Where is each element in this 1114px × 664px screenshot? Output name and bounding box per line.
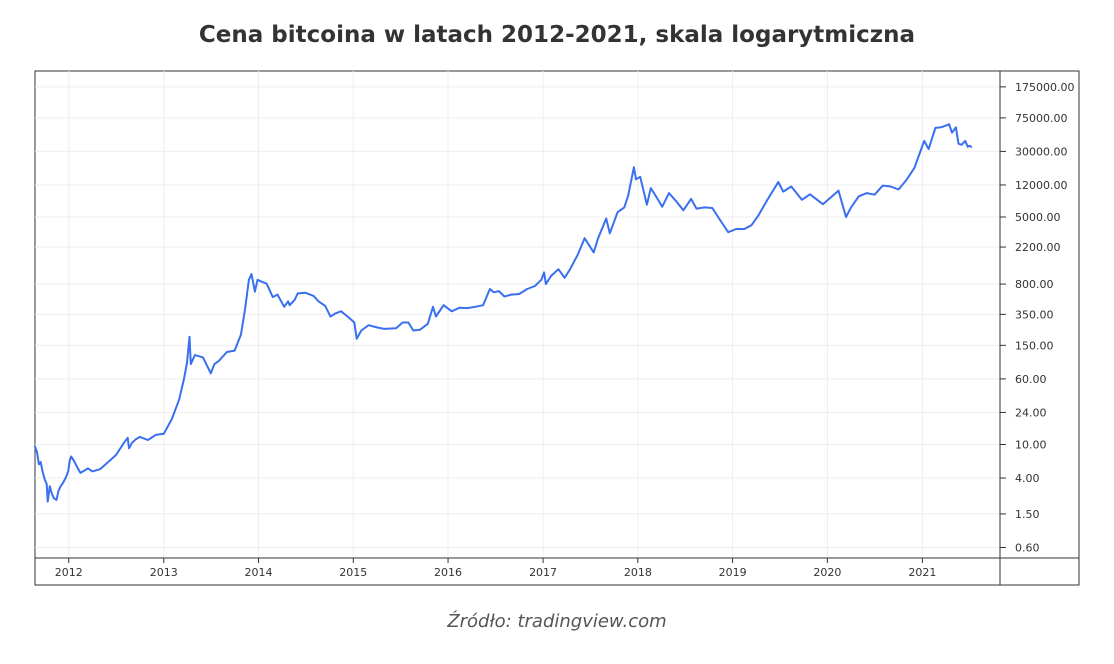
y-tick-label: 350.00 — [1015, 308, 1054, 321]
x-tick-label: 2018 — [624, 566, 652, 579]
y-tick-label: 1.50 — [1015, 508, 1040, 521]
y-tick-label: 75000.00 — [1015, 112, 1068, 125]
y-tick-label: 60.00 — [1015, 373, 1047, 386]
y-tick-label: 24.00 — [1015, 406, 1047, 419]
y-tick-label: 5000.00 — [1015, 211, 1061, 224]
y-tick-label: 800.00 — [1015, 278, 1054, 291]
chart-title: Cena bitcoina w latach 2012-2021, skala … — [198, 22, 916, 48]
tick-labels: 175000.00 75000.00 30000.00 12000.00 5000.00… — [55, 81, 1075, 579]
y-tick-label: 10.00 — [1015, 438, 1047, 451]
y-tick-label: 0.60 — [1015, 541, 1040, 554]
x-tick-label: 2013 — [150, 566, 178, 579]
x-tick-label: 2016 — [434, 566, 462, 579]
plot-frame — [34, 70, 1080, 586]
series-layer — [34, 123, 973, 503]
y-tick-label: 30000.00 — [1015, 145, 1068, 158]
chart-source: Źródło: tradingview.com — [447, 611, 667, 632]
y-tick-label: 4.00 — [1015, 472, 1040, 485]
x-tick-label: 2020 — [813, 566, 841, 579]
x-tick-label: 2019 — [719, 566, 747, 579]
y-tick-label: 12000.00 — [1015, 179, 1068, 192]
grid — [35, 71, 1000, 558]
x-tick-label: 2012 — [55, 566, 83, 579]
y-tick-label: 150.00 — [1015, 339, 1054, 352]
price-line-series-0 — [34, 123, 973, 503]
x-tick-label: 2014 — [245, 566, 273, 579]
x-tick-label: 2021 — [908, 566, 936, 579]
y-tick-label: 2200.00 — [1015, 241, 1061, 254]
x-tick-label: 2015 — [339, 566, 367, 579]
y-tick-label: 175000.00 — [1015, 81, 1075, 94]
x-tick-label: 2017 — [529, 566, 557, 579]
axes — [35, 71, 1079, 585]
